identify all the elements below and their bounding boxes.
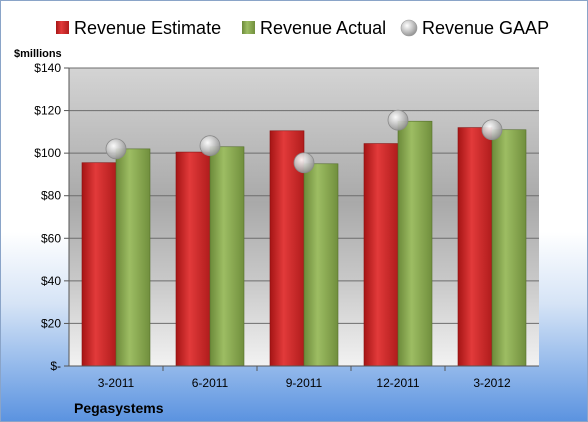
marker-revenue-gaap-3-2011 bbox=[105, 138, 127, 160]
legend: Revenue Estimate Revenue Actual Revenue … bbox=[56, 18, 549, 38]
x-axis: 3-2011 6-2011 9-2011 12-2011 3-2012 bbox=[69, 365, 539, 390]
bars bbox=[81, 120, 527, 367]
x-tick-label: 9-2011 bbox=[286, 376, 323, 390]
x-tick-label: 3-2011 bbox=[98, 376, 135, 390]
y-axis-unit-label: $millions bbox=[14, 48, 62, 60]
x-tick-label: 3-2012 bbox=[473, 376, 511, 390]
bar-revenue-actual-3-2011 bbox=[115, 148, 151, 367]
bar-revenue-actual-9-2011 bbox=[303, 163, 339, 367]
bar-revenue-actual-6-2011 bbox=[209, 146, 245, 367]
legend-swatch-revenue-actual bbox=[242, 21, 255, 34]
x-tick-label: 6-2011 bbox=[192, 376, 229, 390]
bar-revenue-estimate-6-2011 bbox=[175, 151, 211, 367]
y-tick-label: $40 bbox=[41, 274, 61, 288]
marker-revenue-gaap-6-2011 bbox=[199, 135, 221, 157]
legend-marker-revenue-gaap bbox=[400, 19, 418, 37]
marker-revenue-gaap-3-2012 bbox=[481, 119, 503, 141]
company-label: Pegasystems bbox=[74, 400, 164, 416]
y-tick-label: $20 bbox=[41, 316, 61, 330]
legend-label-revenue-actual: Revenue Actual bbox=[260, 18, 386, 38]
y-tick-label: $100 bbox=[34, 146, 61, 160]
y-tick-label: $80 bbox=[41, 189, 61, 203]
y-tick-label: $- bbox=[50, 359, 61, 373]
marker-revenue-gaap-12-2011 bbox=[387, 109, 409, 131]
bar-revenue-estimate-3-2012 bbox=[457, 127, 493, 367]
markers bbox=[105, 109, 503, 174]
y-tick-label: $60 bbox=[41, 231, 61, 245]
marker-revenue-gaap-9-2011 bbox=[293, 152, 315, 174]
x-tick-label: 12-2011 bbox=[376, 376, 419, 390]
bar-revenue-estimate-12-2011 bbox=[363, 143, 399, 367]
bar-revenue-actual-3-2012 bbox=[491, 129, 527, 367]
y-tick-label: $140 bbox=[34, 61, 61, 75]
y-axis: $- $20 $40 $60 $80 $100 $120 $140 bbox=[34, 61, 70, 373]
legend-label-revenue-gaap: Revenue GAAP bbox=[422, 18, 549, 38]
legend-label-revenue-estimate: Revenue Estimate bbox=[74, 18, 221, 38]
bar-revenue-estimate-3-2011 bbox=[81, 162, 117, 367]
y-tick-label: $120 bbox=[34, 104, 61, 118]
legend-swatch-revenue-estimate bbox=[56, 21, 69, 34]
bar-revenue-actual-12-2011 bbox=[397, 120, 433, 367]
